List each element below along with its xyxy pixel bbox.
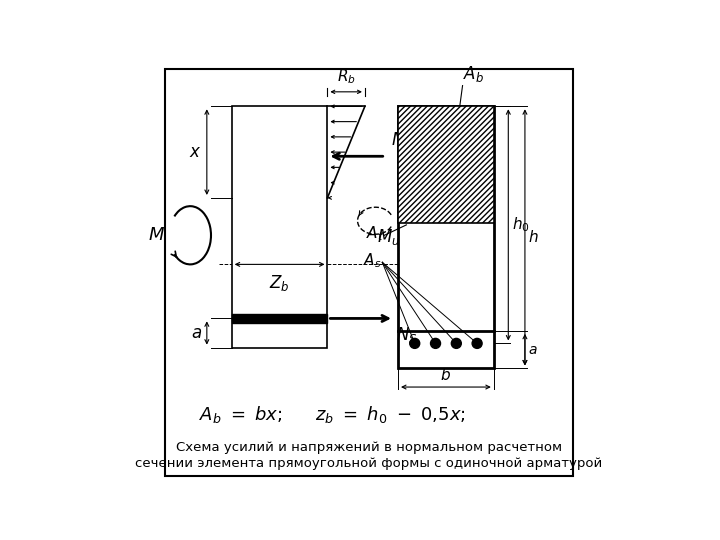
Text: $M_u$: $M_u$ [377,227,400,247]
Circle shape [431,339,441,348]
Text: сечении элемента прямоугольной формы с одиночной арматурой: сечении элемента прямоугольной формы с о… [135,457,603,470]
Text: $z_b\ =\ h_0\ -\ 0{,}5x;$: $z_b\ =\ h_0\ -\ 0{,}5x;$ [315,403,466,424]
Text: Схема усилий и напряжений в нормальном расчетном: Схема усилий и напряжений в нормальном р… [176,441,562,454]
Text: $a$: $a$ [528,342,538,356]
Text: $A_s$: $A_s$ [363,251,382,269]
Text: $x$: $x$ [189,143,202,161]
Circle shape [410,339,420,348]
Bar [232,314,328,323]
Text: $A_b\ =\ bx;$: $A_b\ =\ bx;$ [199,403,282,424]
Bar [398,106,494,223]
Text: $b$: $b$ [441,367,451,383]
Text: $h_0$: $h_0$ [512,215,529,234]
Text: $Z_b$: $Z_b$ [269,273,290,293]
Text: $A_b$: $A_b$ [462,64,484,84]
Bar [398,106,494,368]
Text: $M$: $M$ [148,226,166,244]
Text: $R_b$: $R_b$ [337,67,356,85]
Text: $N_S$: $N_S$ [396,325,418,345]
Text: $h$: $h$ [528,230,539,245]
Circle shape [451,339,462,348]
Circle shape [472,339,482,348]
Text: $a$: $a$ [191,324,202,342]
Text: $N_b$: $N_b$ [391,130,412,150]
Bar [232,106,328,348]
Text: $A_t$: $A_t$ [366,224,384,242]
